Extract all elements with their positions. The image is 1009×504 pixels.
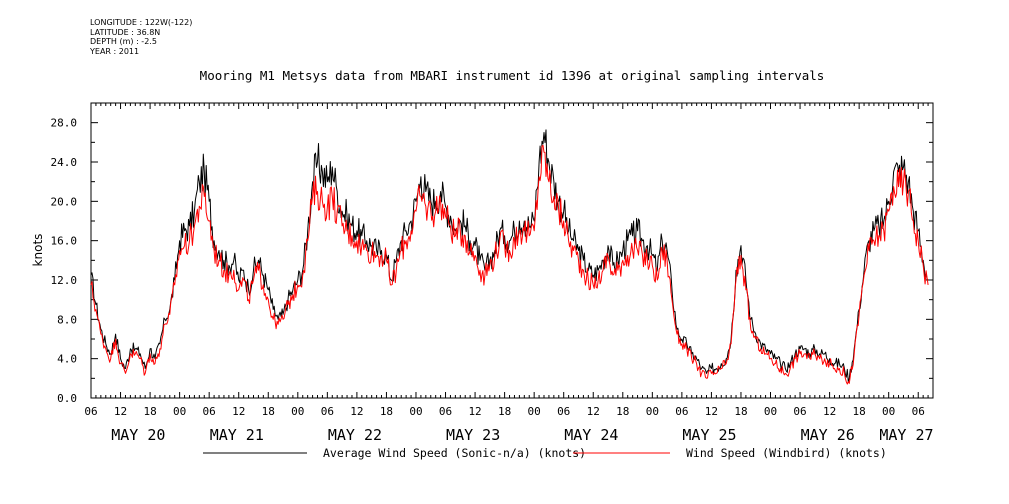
x-tick-label: 18 [853, 405, 866, 418]
x-tick-label: 18 [616, 405, 629, 418]
day-label: MAY 21 [210, 426, 264, 444]
x-tick-label: 18 [380, 405, 393, 418]
x-tick-label: 12 [232, 405, 245, 418]
x-tick-label: 00 [409, 405, 422, 418]
x-tick-label: 18 [498, 405, 511, 418]
x-tick-label: 18 [143, 405, 156, 418]
y-axis-label: knots [31, 234, 45, 267]
y-tick-label: 20.0 [51, 195, 78, 208]
x-tick-label: 06 [439, 405, 452, 418]
legend: Average Wind Speed (Sonic-n/a) (knots) Wi… [203, 446, 887, 460]
x-tick-label: 06 [793, 405, 806, 418]
y-tick-label: 4.0 [57, 353, 77, 366]
legend-label: Average Wind Speed (Sonic-n/a) (knots) [323, 446, 586, 460]
x-tick-label: 18 [262, 405, 275, 418]
y-tick-label: 16.0 [51, 235, 78, 248]
x-tick-label: 12 [705, 405, 718, 418]
x-tick-label: 18 [734, 405, 747, 418]
x-tick-label: 00 [646, 405, 659, 418]
x-tick-label: 06 [557, 405, 570, 418]
day-label: MAY 25 [682, 426, 736, 444]
x-tick-label: 00 [882, 405, 895, 418]
y-tick-label: 28.0 [51, 117, 78, 130]
x-tick-label: 00 [173, 405, 186, 418]
y-tick-label: 12.0 [51, 274, 78, 287]
day-label: MAY 23 [446, 426, 500, 444]
latitude-label: LATITUDE : 36.8N [90, 27, 161, 37]
year-label: YEAR : 2011 [90, 46, 140, 56]
longitude-label: LONGITUDE : 122W(-122) [90, 18, 193, 27]
day-label: MAY 24 [564, 426, 618, 444]
legend-label: Wind Speed (Windbird) (knots) [686, 446, 887, 460]
x-tick-label: 12 [114, 405, 127, 418]
day-label: MAY 26 [801, 426, 855, 444]
day-label: MAY 27 [879, 426, 933, 444]
series-line-windbird [90, 144, 929, 385]
x-tick-label: 06 [675, 405, 688, 418]
plot-frame [90, 102, 934, 399]
x-tick-label: 12 [468, 405, 481, 418]
day-label: MAY 22 [328, 426, 382, 444]
x-tick-label: 00 [291, 405, 304, 418]
x-tick-label: 00 [528, 405, 541, 418]
x-tick-label: 12 [350, 405, 363, 418]
x-tick-label: 06 [84, 405, 97, 418]
x-tick-label: 06 [203, 405, 216, 418]
chart-title: Mooring M1 Metsys data from MBARI instru… [200, 68, 825, 83]
series-layer [90, 129, 929, 385]
y-tick-label: 24.0 [51, 156, 78, 169]
x-tick-label: 12 [823, 405, 836, 418]
y-tick-label: 8.0 [57, 313, 77, 326]
x-tick-label: 06 [321, 405, 334, 418]
station-metadata: LONGITUDE : 122W(-122) LATITUDE : 36.8N … [90, 18, 192, 56]
x-tick-label: 06 [912, 405, 925, 418]
x-tick-label: 00 [764, 405, 777, 418]
x-tick-label: 12 [587, 405, 600, 418]
depth-label: DEPTH (m) : -2.5 [90, 37, 157, 46]
day-label: MAY 20 [111, 426, 165, 444]
y-tick-label: 0.0 [57, 392, 77, 405]
axis-ticks: 06 12 18 00 06 12 18 00 06 12 18 00 06 12 18 00 06 12 18 00… [51, 102, 934, 444]
